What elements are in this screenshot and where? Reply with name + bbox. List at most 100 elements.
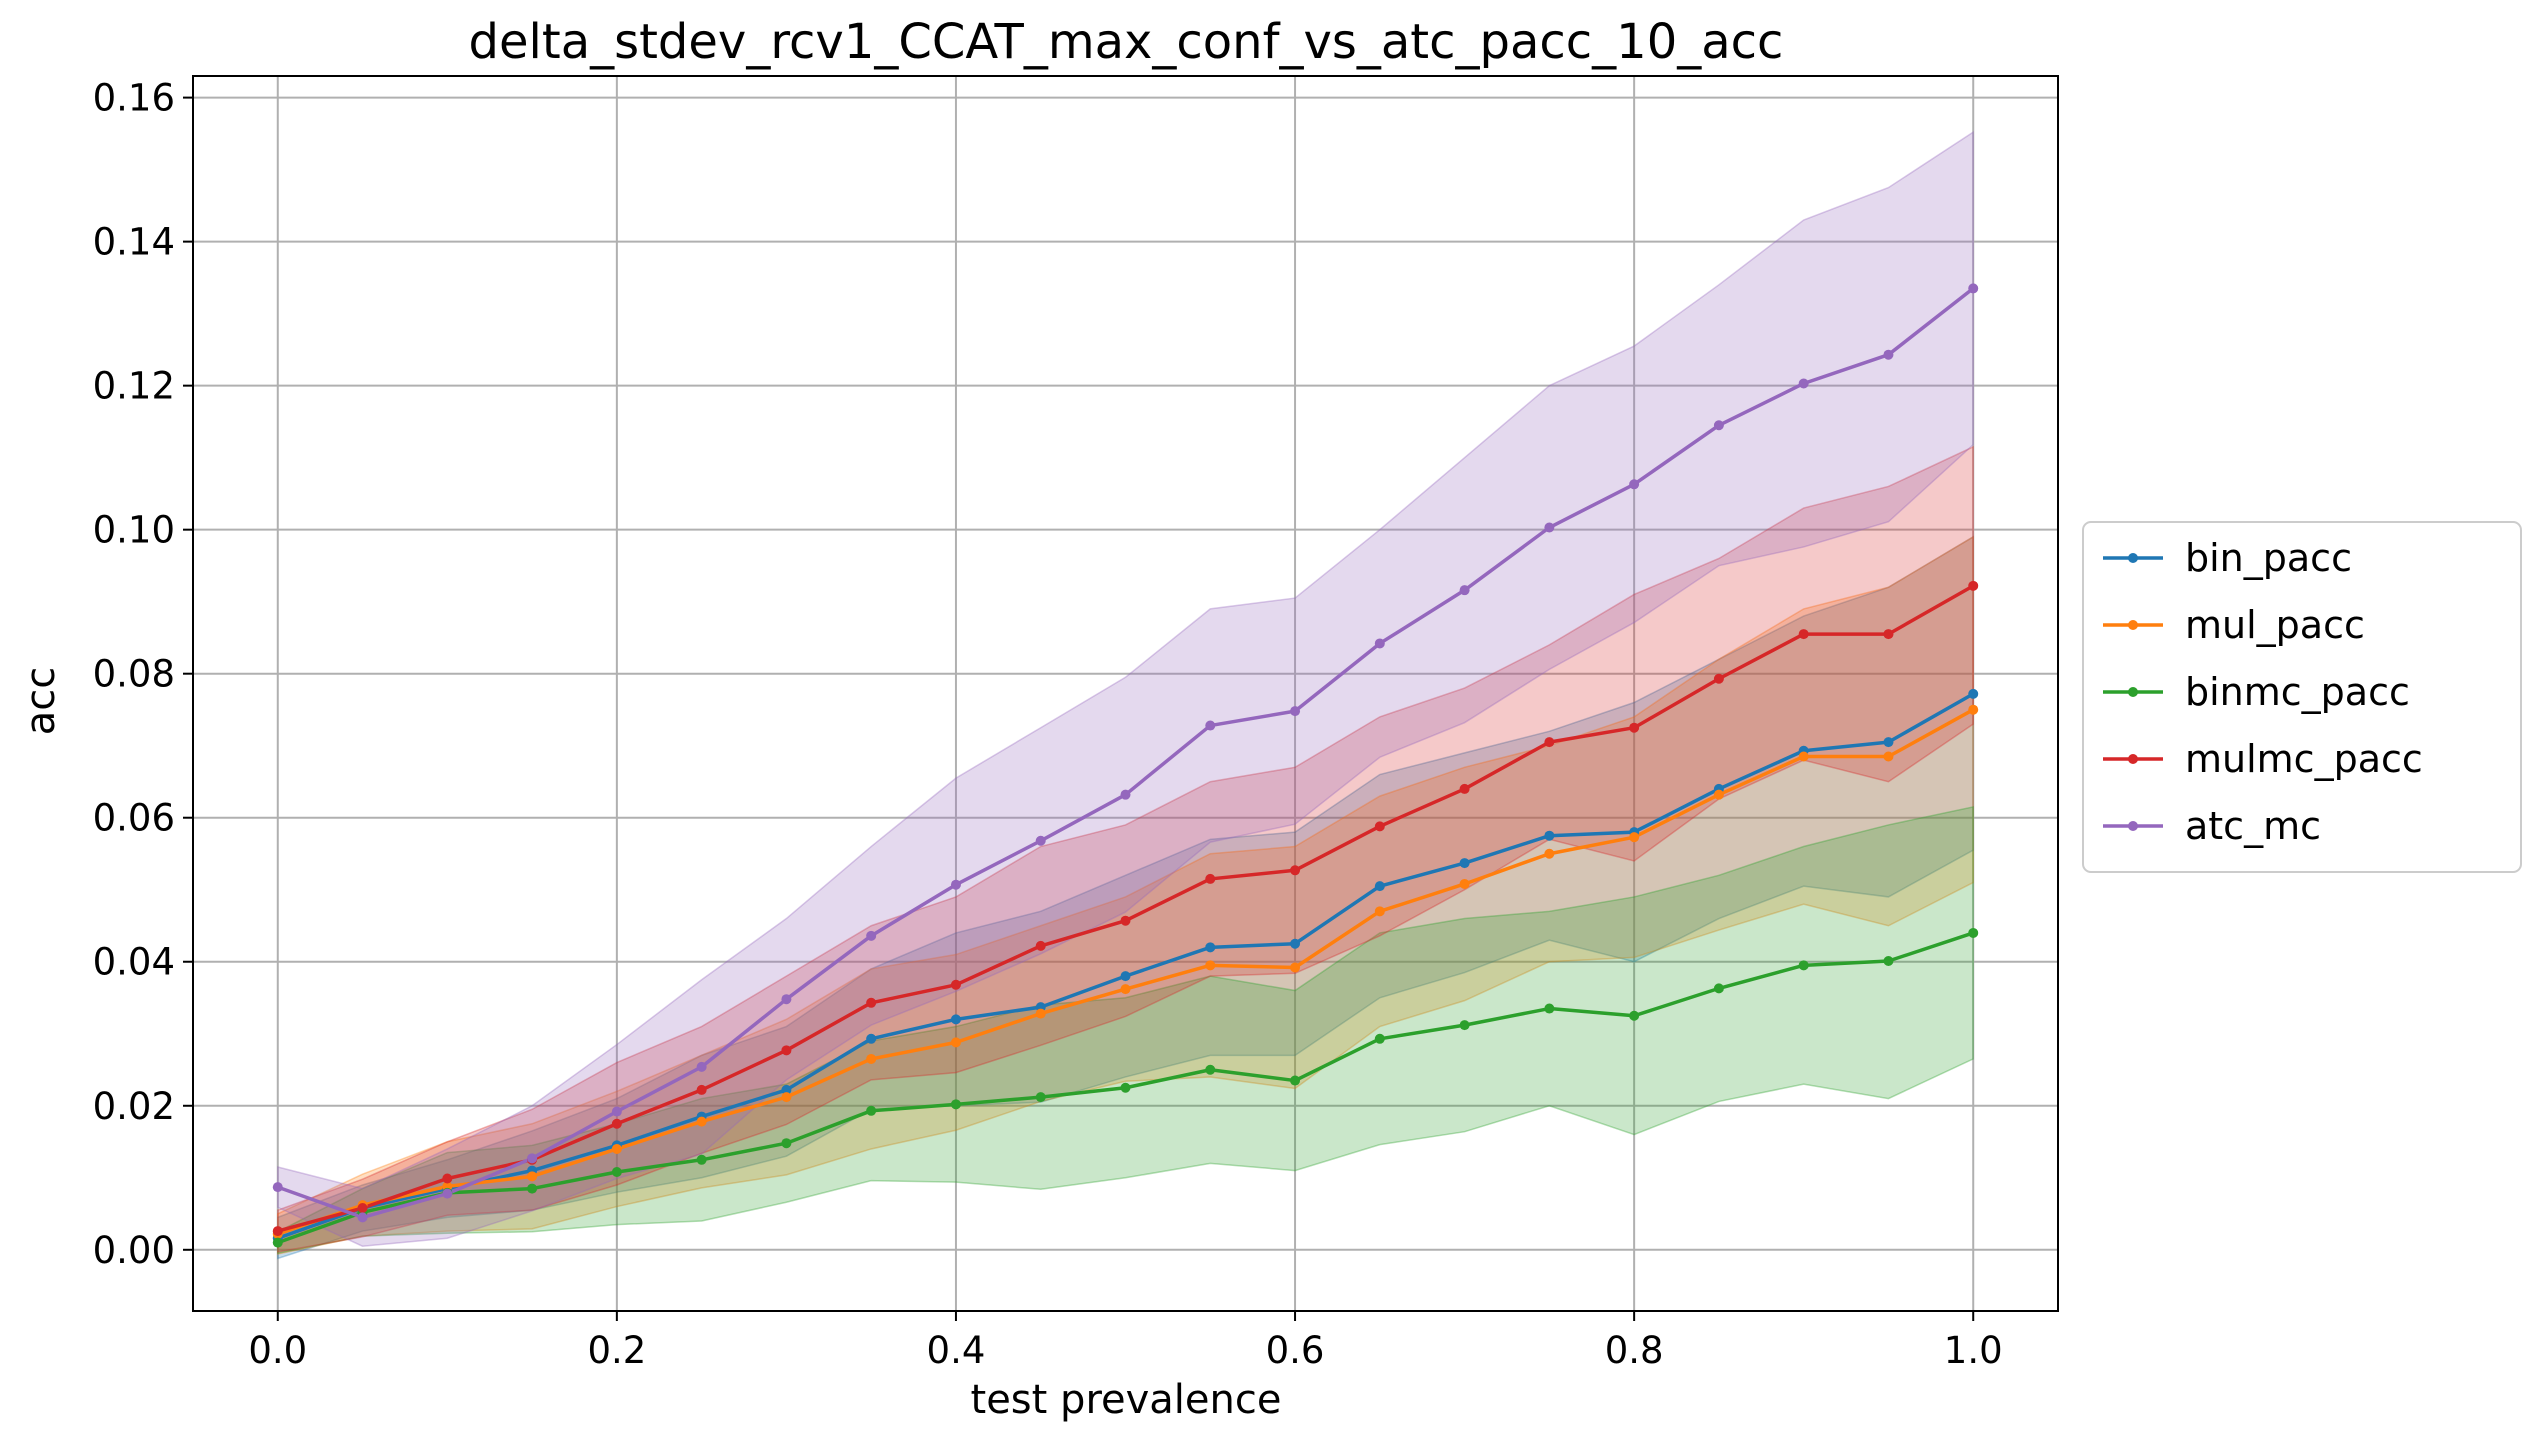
point-mulmc_pacc — [696, 1084, 707, 1095]
point-mul_pacc — [1798, 751, 1809, 762]
point-atc_mc — [1629, 479, 1640, 490]
confidence-bands — [277, 130, 1974, 1260]
point-binmc_pacc — [1459, 1020, 1470, 1031]
point-atc_mc — [1374, 638, 1385, 649]
point-atc_mc — [1883, 349, 1894, 360]
legend-box — [2082, 521, 2522, 873]
point-mulmc_pacc — [1544, 737, 1555, 748]
legend: bin_pacc mul_pacc binmc_pacc mulmc_pacc atc_… — [2082, 521, 2522, 873]
point-mulmc_pacc — [1883, 629, 1894, 640]
x-tick-label: 0.0 — [248, 1329, 307, 1372]
point-atc_mc — [1205, 720, 1216, 731]
y-tick-label: 0.12 — [93, 365, 175, 408]
y-tick-label: 0.04 — [93, 941, 175, 984]
point-mulmc_pacc — [1205, 873, 1216, 884]
point-mulmc_pacc — [1629, 722, 1640, 733]
point-bin_pacc — [1544, 830, 1555, 841]
y-tick-label: 0.10 — [93, 509, 175, 552]
point-bin_pacc — [1374, 881, 1385, 892]
chart-title: delta_stdev_rcv1_CCAT_max_conf_vs_atc_pa… — [469, 14, 1784, 70]
point-mulmc_pacc — [1290, 865, 1301, 876]
point-mulmc_pacc — [272, 1226, 283, 1237]
band-bin_pacc — [277, 535, 1974, 1260]
point-binmc_pacc — [950, 1099, 961, 1110]
x-tick-label: 0.8 — [1605, 1329, 1664, 1372]
point-binmc_pacc — [1290, 1075, 1301, 1086]
band-atc_mc — [277, 130, 1974, 1247]
point-atc_mc — [1459, 585, 1470, 596]
point-mulmc_pacc — [1968, 580, 1979, 591]
point-atc_mc — [781, 994, 792, 1005]
point-bin_pacc — [1205, 942, 1216, 953]
point-mulmc_pacc — [357, 1203, 368, 1214]
point-atc_mc — [696, 1061, 707, 1072]
point-mul_pacc — [1883, 751, 1894, 762]
point-atc_mc — [1713, 420, 1724, 431]
point-binmc_pacc — [1120, 1082, 1131, 1093]
point-mul_pacc — [781, 1092, 792, 1103]
legend-label: mulmc_pacc — [2185, 737, 2423, 781]
legend-marker — [2128, 754, 2138, 764]
legend-item-bin_pacc: bin_pacc — [2103, 536, 2352, 580]
legend-marker — [2128, 821, 2138, 831]
x-tick-label: 0.6 — [1266, 1329, 1325, 1372]
point-mul_pacc — [1120, 984, 1131, 995]
point-atc_mc — [950, 879, 961, 890]
point-mulmc_pacc — [1459, 783, 1470, 794]
band-mul_pacc — [277, 535, 1974, 1256]
point-bin_pacc — [1120, 971, 1131, 982]
point-binmc_pacc — [1883, 956, 1894, 967]
point-atc_mc — [611, 1106, 622, 1117]
legend-item-atc_mc: atc_mc — [2103, 804, 2321, 848]
point-mul_pacc — [1459, 878, 1470, 889]
point-atc_mc — [1035, 835, 1046, 846]
point-mul_pacc — [1035, 1008, 1046, 1019]
y-tick-label: 0.00 — [93, 1229, 175, 1272]
point-binmc_pacc — [527, 1183, 538, 1194]
point-atc_mc — [1968, 283, 1979, 294]
point-mul_pacc — [1374, 906, 1385, 917]
point-bin_pacc — [1883, 737, 1894, 748]
point-mul_pacc — [1205, 960, 1216, 971]
point-bin_pacc — [781, 1084, 792, 1095]
point-mulmc_pacc — [866, 997, 877, 1008]
point-binmc_pacc — [1798, 960, 1809, 971]
point-binmc_pacc — [611, 1167, 622, 1178]
point-mul_pacc — [1713, 789, 1724, 800]
point-atc_mc — [1120, 789, 1131, 800]
point-bin_pacc — [1290, 938, 1301, 949]
y-axis-ticks: 0.00 0.02 0.04 0.06 0.08 0.10 0.12 0.14 0.16 — [93, 77, 193, 1272]
legend-marker — [2128, 620, 2138, 630]
point-binmc_pacc — [1205, 1064, 1216, 1075]
point-mul_pacc — [1290, 962, 1301, 973]
point-mul_pacc — [611, 1143, 622, 1154]
x-axis-ticks: 0.0 0.2 0.4 0.6 0.8 1.0 — [248, 1311, 2003, 1372]
point-mulmc_pacc — [611, 1118, 622, 1129]
legend-marker — [2128, 553, 2138, 563]
point-binmc_pacc — [866, 1105, 877, 1116]
point-mulmc_pacc — [1374, 821, 1385, 832]
legend-item-mul_pacc: mul_pacc — [2103, 603, 2365, 647]
legend-label: atc_mc — [2185, 804, 2321, 848]
point-atc_mc — [1798, 378, 1809, 389]
legend-item-binmc_pacc: binmc_pacc — [2103, 670, 2410, 714]
point-bin_pacc — [1968, 688, 1979, 699]
point-binmc_pacc — [272, 1237, 283, 1248]
point-binmc_pacc — [1544, 1003, 1555, 1014]
legend-label: binmc_pacc — [2185, 670, 2410, 714]
point-atc_mc — [357, 1212, 368, 1223]
point-mulmc_pacc — [442, 1173, 453, 1184]
point-mulmc_pacc — [1120, 915, 1131, 926]
y-tick-label: 0.02 — [93, 1085, 175, 1128]
x-tick-label: 1.0 — [1944, 1329, 2003, 1372]
point-binmc_pacc — [1968, 927, 1979, 938]
legend-marker — [2128, 687, 2138, 697]
point-binmc_pacc — [1629, 1010, 1640, 1021]
point-binmc_pacc — [1374, 1033, 1385, 1044]
point-bin_pacc — [866, 1033, 877, 1044]
series-points — [272, 283, 1979, 1248]
y-axis-title: acc — [18, 667, 64, 736]
x-tick-label: 0.2 — [587, 1329, 646, 1372]
band-mulmc_pacc — [277, 445, 1974, 1253]
